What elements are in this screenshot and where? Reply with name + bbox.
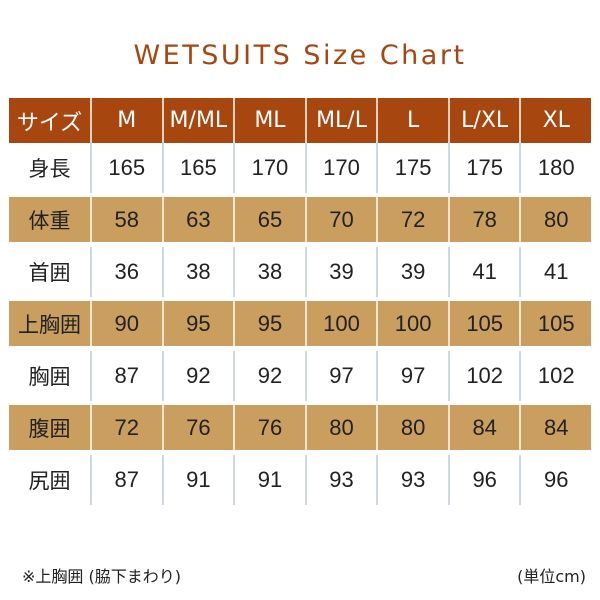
table-cell: 58 — [90, 197, 162, 242]
table-cell: 92 — [161, 351, 234, 401]
table-cell: 170 — [304, 143, 377, 193]
table-cell: 91 — [233, 455, 305, 505]
table-cell: 84 — [447, 405, 520, 450]
header-cell-size: サイズ — [16, 110, 83, 136]
table-cell: 72 — [90, 405, 162, 450]
table-cell: 165 — [90, 143, 162, 193]
table-cell: 84 — [519, 405, 591, 450]
table-cell: 180 — [519, 143, 591, 193]
header-cell: L/XL — [447, 98, 520, 143]
table-cell: 93 — [376, 455, 448, 505]
table-cell: 76 — [233, 405, 305, 450]
table-cell: 63 — [161, 197, 234, 242]
table-cell: 97 — [376, 351, 448, 401]
table-cell: 65 — [233, 197, 305, 242]
table-cell: 39 — [376, 247, 448, 297]
table-cell: 102 — [447, 351, 520, 401]
header-cell: XL — [519, 98, 591, 143]
table-cell: 105 — [519, 301, 591, 346]
page-title: WETSUITS Size Chart — [133, 40, 467, 71]
table-row-hip: 尻囲 87 91 91 93 93 96 96 — [9, 455, 591, 505]
row-label: 腹囲 — [28, 416, 71, 441]
table-cell: 95 — [233, 301, 305, 346]
table-cell: 105 — [447, 301, 520, 346]
table-cell: 80 — [519, 197, 591, 242]
table-cell: 102 — [519, 351, 591, 401]
table-row-waist: 腹囲 72 76 76 80 80 84 84 — [9, 405, 591, 450]
table-cell: 80 — [376, 405, 448, 450]
row-label: 体重 — [28, 208, 71, 233]
row-label: 尻囲 — [28, 469, 71, 493]
row-label: 上胸囲 — [18, 312, 81, 337]
header-cell: M/ML — [161, 98, 234, 143]
table-cell: 95 — [161, 301, 234, 346]
table-cell: 87 — [90, 351, 162, 401]
unit-label: (単位cm) — [517, 567, 586, 586]
table-cell: 38 — [161, 247, 234, 297]
size-chart-table: サイズ M M/ML ML ML/L L L/XL XL 身長 165 165 … — [9, 98, 591, 505]
table-cell: 90 — [90, 301, 162, 346]
table-cell: 80 — [304, 405, 377, 450]
table-cell: 72 — [376, 197, 448, 242]
table-cell: 41 — [447, 247, 520, 297]
table-row-chest: 胸囲 87 92 92 97 97 102 102 — [9, 351, 591, 401]
header-cell: ML/L — [304, 98, 377, 143]
header-cell: M — [90, 98, 162, 143]
row-label: 身長 — [28, 157, 71, 181]
row-label: 胸囲 — [28, 365, 71, 389]
table-cell: 91 — [161, 455, 234, 505]
table-cell: 70 — [304, 197, 377, 242]
table-cell: 36 — [90, 247, 162, 297]
table-row-neck: 首囲 36 38 38 39 39 41 41 — [9, 247, 591, 297]
table-cell: 97 — [304, 351, 377, 401]
table-cell: 175 — [376, 143, 448, 193]
table-cell: 100 — [376, 301, 448, 346]
table-cell: 100 — [304, 301, 377, 346]
table-cell: 41 — [519, 247, 591, 297]
footnote: ※上胸囲 (脇下まわり) — [22, 567, 181, 586]
row-label: 首囲 — [28, 261, 71, 285]
table-cell: 38 — [233, 247, 305, 297]
table-cell: 39 — [304, 247, 377, 297]
table-cell: 165 — [161, 143, 234, 193]
header-cell: ML — [233, 98, 305, 143]
table-cell: 76 — [161, 405, 234, 450]
table-cell: 175 — [447, 143, 520, 193]
table-cell: 87 — [90, 455, 162, 505]
table-cell: 92 — [233, 351, 305, 401]
table-cell: 96 — [447, 455, 520, 505]
table-row-weight: 体重 58 63 65 70 72 78 80 — [9, 197, 591, 242]
table-cell: 96 — [519, 455, 591, 505]
table-row-height: 身長 165 165 170 170 175 175 180 — [9, 143, 591, 193]
table-row-upper-chest: 上胸囲 90 95 95 100 100 105 105 — [9, 301, 591, 346]
table-cell: 93 — [304, 455, 377, 505]
table-cell: 78 — [447, 197, 520, 242]
table-cell: 170 — [233, 143, 305, 193]
header-cell: L — [376, 98, 448, 143]
table-header-row: サイズ M M/ML ML ML/L L L/XL XL — [9, 98, 591, 143]
